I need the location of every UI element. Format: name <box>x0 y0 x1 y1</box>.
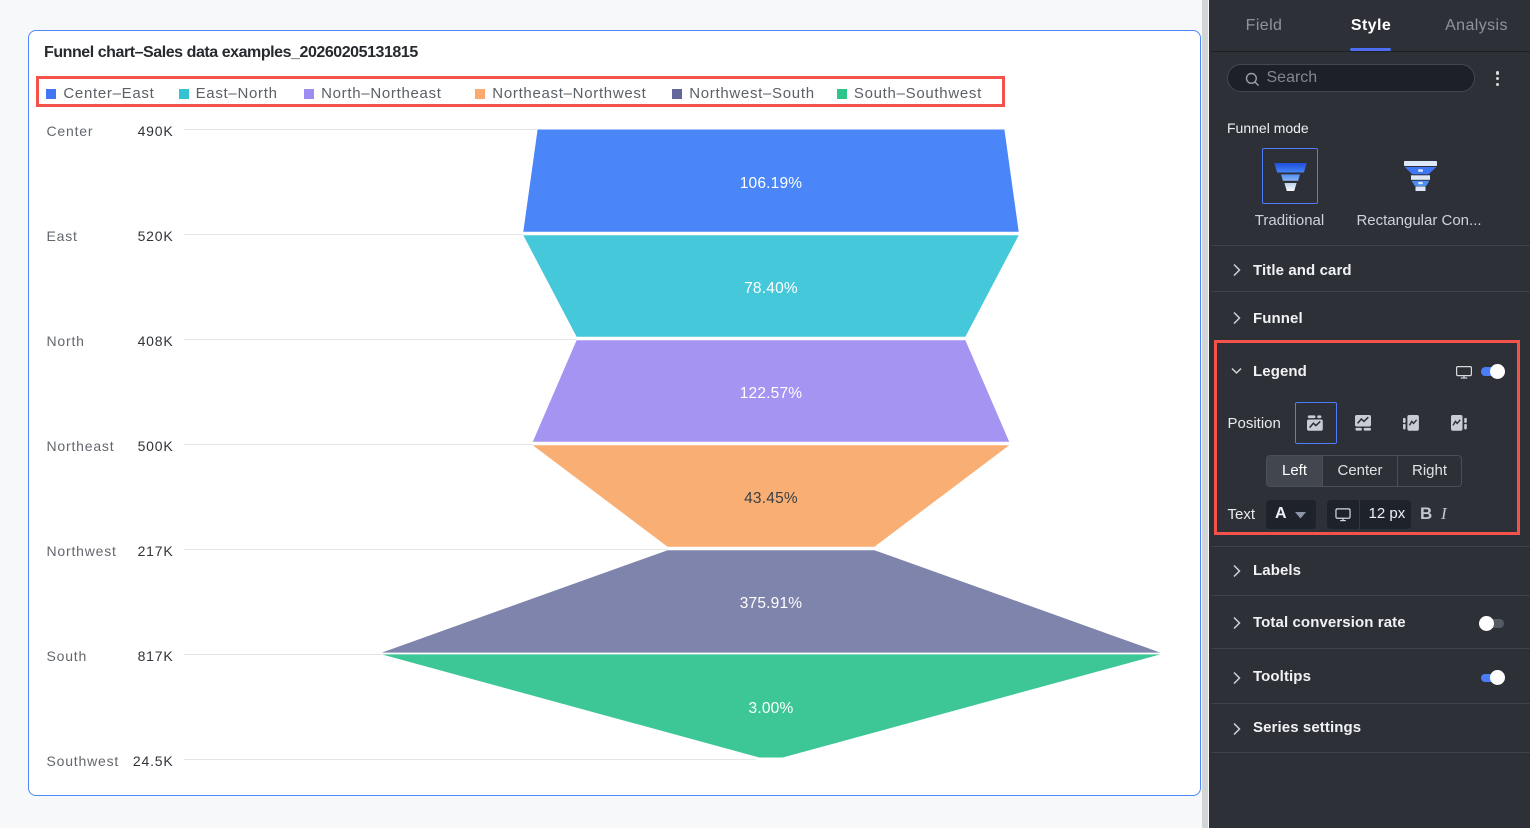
svg-text:78.40%: 78.40% <box>744 280 798 297</box>
svg-text:3.00%: 3.00% <box>749 700 794 717</box>
svg-text:43.45%: 43.45% <box>744 490 798 507</box>
svg-text:106.19%: 106.19% <box>740 175 803 192</box>
svg-text:375.91%: 375.91% <box>740 595 803 612</box>
svg-text:122.57%: 122.57% <box>740 385 803 402</box>
